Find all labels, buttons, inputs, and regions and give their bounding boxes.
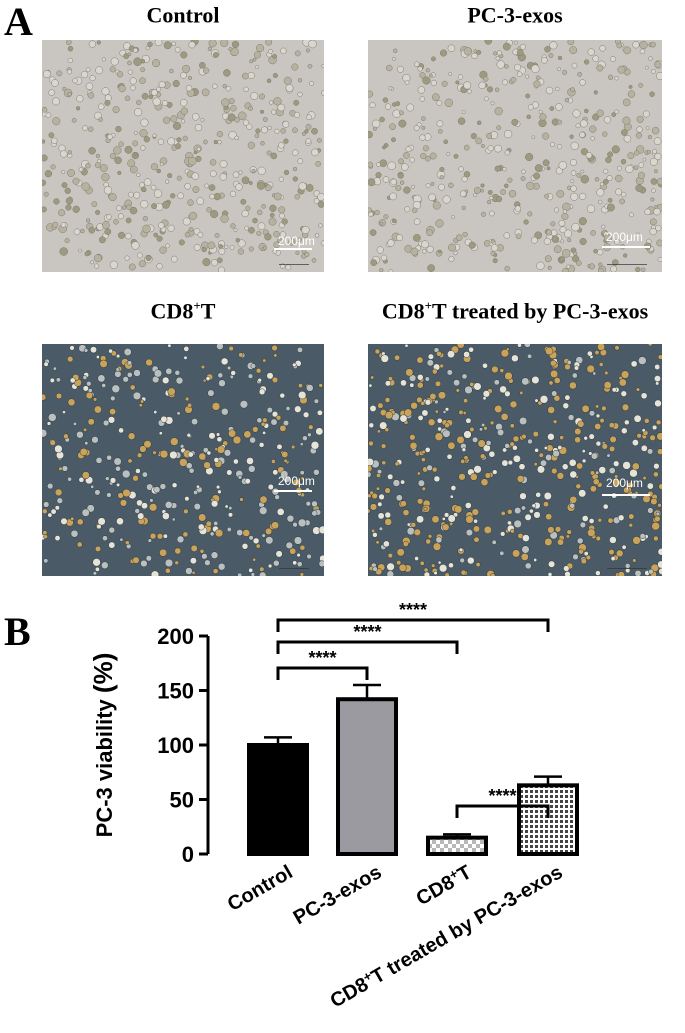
x-tick-label: Control [224,861,297,916]
y-axis-label: PC-3 viability (%) [88,653,118,838]
bar-2 [426,835,488,856]
panel-label-b: B [4,609,31,654]
y-tick-label: 150 [157,679,194,704]
significance-bracket [276,666,369,680]
significance-brackets: **** **** **** **** [276,600,550,818]
scale-bar-label-cd8t-treated: 200μm [606,476,643,490]
y-tick-label: 0 [182,842,194,867]
significance-bracket [455,804,550,818]
y-tick-label: 100 [157,733,194,758]
scale-bar-label-cd8t: 200μm [278,474,315,488]
micrograph-pc3-exos [368,40,662,272]
y-tick-label: 50 [170,788,194,813]
y-tick-label: 200 [157,624,194,649]
significance-label: **** [308,648,336,668]
bar-1 [336,697,398,856]
bars [247,683,579,856]
micrograph-title-cd8t: CD8+T [150,298,216,324]
micrograph-title-control: Control [146,2,220,28]
significance-label: **** [488,786,516,806]
bar-3 [517,783,579,856]
micrograph-title-cd8t-treated: CD8+T treated by PC-3-exos [381,298,649,324]
micrograph-control [42,40,324,272]
y-axis: 0 50 100 150 200 [157,624,210,867]
panel-label-a: A [4,0,33,44]
significance-label: **** [353,622,381,642]
scale-bar-label-control: 200μm [278,234,315,248]
micrograph-cd8t-treated [368,344,662,576]
significance-label: **** [399,600,427,620]
bar-0 [247,743,309,856]
x-tick-label: CD8+T [411,859,475,910]
micrograph-cd8t [42,344,324,576]
significance-bracket [276,640,459,654]
significance-bracket [276,618,550,632]
scale-bar-label-pc3-exos: 200μm [606,230,643,244]
micrograph-title-pc3-exos: PC-3-exos [467,2,563,28]
x-tick-label: PC-3-exos [290,861,386,929]
